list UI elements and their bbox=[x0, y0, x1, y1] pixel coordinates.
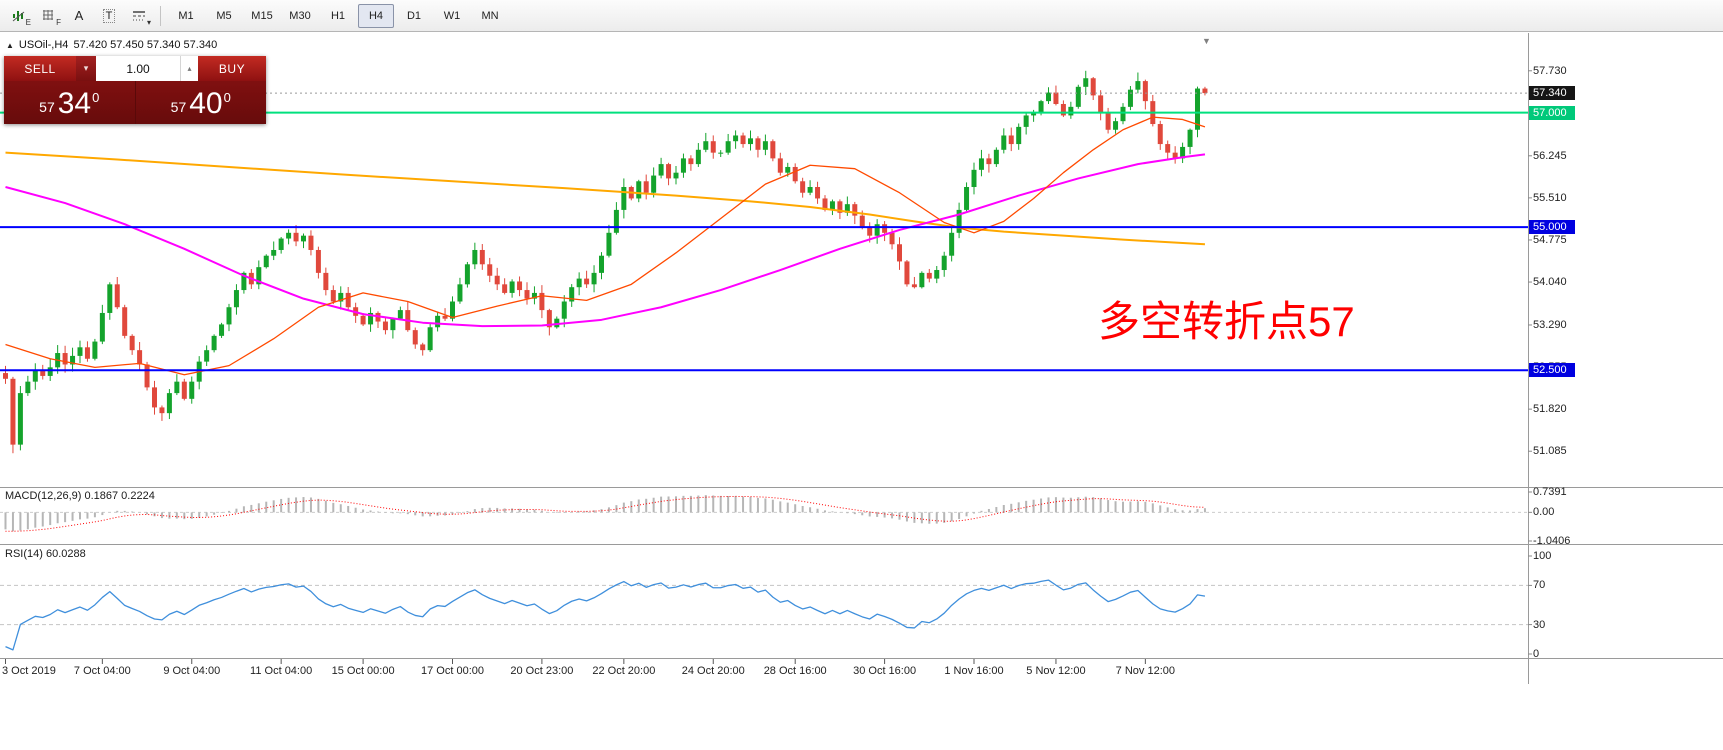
timeframe-w1-button[interactable]: W1 bbox=[443, 9, 461, 22]
chart-objects-tool-button[interactable]: E bbox=[5, 4, 33, 28]
volume-spinner[interactable]: ▴ bbox=[180, 56, 198, 81]
ma-mid-magenta bbox=[5, 153, 1206, 328]
scroll-to-end-marker[interactable]: ▼ bbox=[1202, 36, 1211, 46]
macd-layer bbox=[0, 495, 1528, 532]
chart-objects-tool-sub-label: E bbox=[25, 17, 31, 27]
time-axis-label: 7 Nov 12:00 bbox=[1115, 665, 1175, 677]
price-tick-label: 55.510 bbox=[1533, 191, 1567, 204]
rsi-axis-label: 0 bbox=[1533, 648, 1540, 660]
time-axis-label: 11 Oct 04:00 bbox=[250, 665, 313, 677]
timeframe-m1-button[interactable]: M1 bbox=[178, 9, 194, 22]
time-axis-label: 28 Oct 16:00 bbox=[763, 665, 827, 677]
sell-price-int: 57 bbox=[39, 99, 55, 115]
price-tick-label: 54.040 bbox=[1533, 276, 1567, 289]
timeframe-mn-button[interactable]: MN bbox=[481, 9, 499, 22]
time-axis-label: 30 Oct 16:00 bbox=[853, 665, 917, 677]
timeframe-group: M1 M5 M15 M30 H1 H4 D1 W1 MN bbox=[167, 3, 509, 28]
sell-price-button[interactable]: 57 34 0 bbox=[4, 81, 136, 124]
macd-axis-label: 0.00 bbox=[1533, 506, 1555, 519]
volume-input[interactable] bbox=[96, 56, 180, 81]
buy-price-button[interactable]: 57 40 0 bbox=[136, 81, 267, 124]
time-axis-label: 3 Oct 2019 bbox=[2, 665, 56, 677]
timeframe-m5-button[interactable]: M5 bbox=[216, 9, 232, 22]
time-axis-label: 22 Oct 20:00 bbox=[592, 665, 656, 677]
text-label-tool-button[interactable]: T bbox=[95, 4, 123, 28]
time-axis-label: 24 Oct 20:00 bbox=[681, 665, 745, 677]
timeframe-h4-button[interactable]: H4 bbox=[358, 3, 394, 28]
line-style-tool-sub-label: ▾ bbox=[146, 17, 151, 27]
price-tick-label: 51.820 bbox=[1533, 403, 1567, 416]
one-click-trading-panel: SELL ▾ ▴ BUY 57 34 0 57 40 0 bbox=[4, 56, 266, 124]
grid-tool-sub-label: F bbox=[56, 17, 61, 27]
time-axis-label: 7 Oct 04:00 bbox=[73, 665, 131, 677]
toolbar: E F A T ▾ M1 M5 M15 M30 H1 H4 D1 W1 MN bbox=[0, 0, 1723, 32]
macd-label: MACD(12,26,9) 0.1867 0.2224 bbox=[5, 490, 155, 502]
timeframe-h1-button[interactable]: H1 bbox=[330, 9, 346, 22]
sell-button[interactable]: SELL bbox=[4, 56, 76, 81]
line-styles-icon bbox=[133, 10, 145, 20]
macd-signal-line bbox=[5, 495, 1205, 532]
price-tick-label: 54.775 bbox=[1533, 233, 1567, 246]
time-axis-label: 1 Nov 16:00 bbox=[944, 665, 1004, 677]
one-click-toggle-icon[interactable]: ▲ bbox=[6, 40, 14, 50]
buy-price-int: 57 bbox=[170, 99, 187, 115]
buy-button[interactable]: BUY bbox=[198, 56, 266, 81]
rsi-layer bbox=[0, 579, 1528, 651]
moving-averages-layer bbox=[5, 116, 1206, 376]
timeframe-m15-button[interactable]: M15 bbox=[251, 9, 273, 22]
mini-chart-icon bbox=[12, 10, 25, 21]
separators-layer bbox=[0, 33, 1723, 684]
text-tool-icon: A bbox=[74, 8, 84, 23]
time-axis-label: 15 Oct 00:00 bbox=[331, 665, 395, 677]
price-tick-label: 56.245 bbox=[1533, 149, 1567, 162]
price-badge-hline-green: 57.000 bbox=[1529, 105, 1575, 120]
time-axis-label: 5 Nov 12:00 bbox=[1026, 665, 1086, 677]
time-axis-label: 17 Oct 00:00 bbox=[421, 665, 484, 677]
chart-text-annotation: 多空转折点57 bbox=[1098, 298, 1355, 345]
timeframe-d1-button[interactable]: D1 bbox=[406, 9, 422, 22]
rsi-axis-label: 30 bbox=[1533, 618, 1546, 631]
grid-tool-button[interactable]: F bbox=[35, 4, 63, 28]
rsi-axis-label: 100 bbox=[1533, 550, 1552, 562]
buy-price-sup: 0 bbox=[223, 90, 231, 105]
symbol-name: USOil-,H4 bbox=[18, 39, 69, 51]
volume-dropdown-icon[interactable]: ▾ bbox=[76, 56, 96, 81]
volume-field-wrap: ▴ bbox=[96, 56, 198, 81]
price-badge-last-price: 57.340 bbox=[1529, 86, 1575, 101]
macd-axis-label: -1.0406 bbox=[1533, 535, 1571, 547]
price-tick-label: 51.085 bbox=[1533, 445, 1567, 458]
candles-layer bbox=[3, 70, 1208, 454]
price-badge-hline-blue: 55.000 bbox=[1529, 220, 1575, 235]
rsi-label: RSI(14) 60.0288 bbox=[5, 548, 86, 560]
buy-price-big: 40 bbox=[189, 87, 223, 120]
time-axis-label: 20 Oct 23:00 bbox=[510, 665, 574, 677]
time-axis-label: 9 Oct 04:00 bbox=[163, 665, 221, 677]
price-tick-label: 53.290 bbox=[1533, 318, 1567, 331]
sell-price-sup: 0 bbox=[92, 90, 100, 105]
ma-fast-red bbox=[5, 116, 1206, 376]
timeframe-m30-button[interactable]: M30 bbox=[289, 9, 311, 22]
ohlc-values: 57.420 57.450 57.340 57.340 bbox=[73, 39, 218, 51]
toolbar-separator bbox=[160, 5, 161, 26]
grid-icon bbox=[43, 9, 53, 20]
macd-axis-label: 0.7391 bbox=[1533, 486, 1567, 498]
sell-price-big: 34 bbox=[57, 87, 92, 120]
ma-slow-orange bbox=[5, 151, 1206, 246]
price-badge-hline-blue: 52.500 bbox=[1529, 363, 1575, 378]
line-style-tool-button[interactable]: ▾ bbox=[125, 4, 153, 28]
toolbar-tools-group: E F A T ▾ bbox=[4, 4, 154, 28]
text-tool-button[interactable]: A bbox=[65, 4, 93, 28]
text-label-tool-icon: T bbox=[102, 8, 116, 23]
rsi-axis-label: 70 bbox=[1533, 579, 1546, 592]
symbol-header: ▲ USOil-,H4 57.420 57.450 57.340 57.340 bbox=[6, 39, 217, 51]
rsi-line bbox=[5, 579, 1206, 651]
price-tick-label: 57.730 bbox=[1533, 64, 1567, 77]
